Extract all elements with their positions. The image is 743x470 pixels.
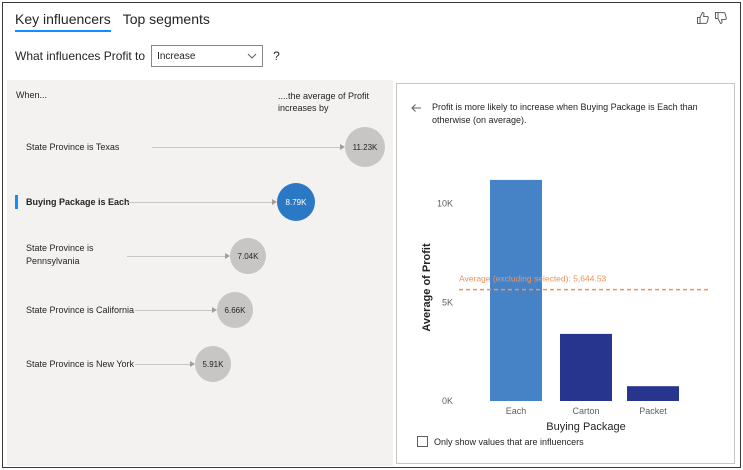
x-axis-title: Buying Package	[546, 421, 626, 433]
x-tick-label: Carton	[572, 406, 599, 416]
bar-carton	[560, 333, 612, 401]
arrow-icon	[225, 253, 230, 259]
influencers-panel: When... ....the average of Profit increa…	[7, 80, 393, 466]
question-row: What influences Profit to Increase ?	[15, 45, 280, 67]
bar-chart: 0K 5K 10K Average of Profit Each Carton Packet…	[421, 179, 710, 433]
influencer-row[interactable]: State Province is Pennsylvania 7.04K	[7, 236, 393, 276]
influencer-connector	[127, 256, 225, 257]
thumbs-up-icon[interactable]	[696, 11, 710, 25]
influencer-bubble[interactable]: 8.79K	[277, 183, 315, 221]
influencer-explanation: Profit is more likely to increase when B…	[432, 102, 698, 125]
influencer-label: State Province is California	[26, 305, 135, 315]
y-tick-label: 10K	[437, 199, 453, 209]
outcome-dropdown-value: Increase	[157, 50, 196, 62]
y-tick-label: 5K	[442, 297, 453, 307]
influencer-row[interactable]: State Province is Texas 11.23K	[7, 126, 393, 167]
column-header-average: ....the average of Profit increases by	[278, 91, 370, 113]
influencer-row-selected[interactable]: Buying Package is Each 8.79K	[7, 182, 393, 222]
tab-key-influencers[interactable]: Key influencers	[15, 11, 111, 32]
influencer-connector	[127, 202, 273, 203]
thumbs-down-icon[interactable]	[714, 11, 728, 25]
feedback-buttons	[696, 11, 728, 25]
back-arrow-icon[interactable]	[410, 103, 422, 113]
outcome-dropdown[interactable]: Increase	[151, 45, 264, 67]
arrow-icon	[340, 144, 345, 150]
influencers-only-label: Only show values that are influencers	[434, 436, 584, 447]
detail-panel: Profit is more likely to increase when B…	[396, 83, 735, 464]
influencer-connector	[135, 364, 191, 365]
help-icon[interactable]: ?	[273, 49, 280, 63]
average-reference-label: Average (excluding selected): 5,644.53	[459, 274, 607, 284]
x-tick-label: Each	[506, 406, 527, 416]
influencer-row[interactable]: State Province is New York 5.91K	[7, 344, 393, 384]
visual-tabs: Key influencers Top segments	[15, 11, 210, 32]
influencer-label: Buying Package is Each	[26, 197, 130, 207]
influencer-connector	[152, 147, 340, 148]
influencer-bubble[interactable]: 5.91K	[195, 346, 231, 382]
influencer-bubble[interactable]: 11.23K	[345, 127, 385, 167]
influencers-only-toggle: Only show values that are influencers	[417, 436, 584, 447]
influencer-label: State Province is Texas	[26, 142, 120, 152]
bar-packet	[627, 386, 679, 401]
influencer-bubble[interactable]: 7.04K	[230, 238, 266, 274]
question-prefix: What influences Profit to	[15, 49, 146, 63]
tab-top-segments[interactable]: Top segments	[122, 11, 210, 27]
y-tick-label: 0K	[442, 396, 453, 406]
influencer-label: State Province is New York	[26, 359, 135, 369]
x-tick-label: Packet	[639, 406, 667, 416]
influencer-label: State Province is Pennsylvania	[26, 243, 94, 266]
arrow-icon	[212, 307, 217, 313]
y-axis-title: Average of Profit	[421, 243, 433, 332]
bar-each	[490, 179, 542, 401]
influencers-only-checkbox[interactable]	[417, 436, 428, 447]
influencer-connector	[135, 310, 213, 311]
chevron-down-icon	[247, 53, 257, 59]
influencer-bubble[interactable]: 6.66K	[217, 292, 253, 328]
column-header-when: When...	[16, 90, 48, 100]
selection-indicator	[15, 195, 18, 209]
arrow-icon	[190, 361, 195, 367]
arrow-icon	[272, 199, 277, 205]
influencer-row[interactable]: State Province is California 6.66K	[7, 290, 393, 330]
